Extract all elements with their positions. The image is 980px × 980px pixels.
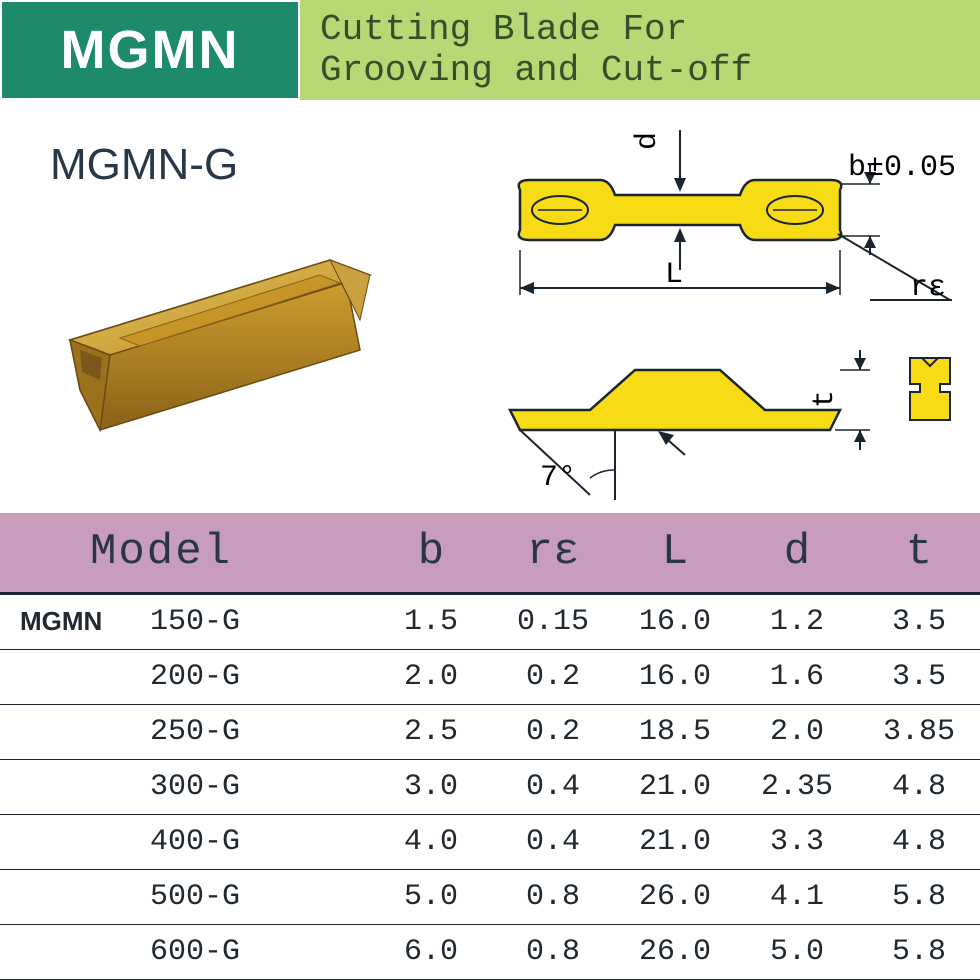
row-t: 4.8 [858, 759, 980, 814]
row-d: 4.1 [736, 869, 858, 924]
header-title: Cutting Blade For Grooving and Cut-off [300, 0, 980, 100]
header-title-line2: Grooving and Cut-off [320, 50, 980, 91]
row-prefix [0, 869, 110, 924]
row-prefix [0, 814, 110, 869]
row-d: 3.3 [736, 814, 858, 869]
diagram-area: MGMN-G [0, 100, 980, 513]
row-t: 3.5 [858, 649, 980, 704]
col-t: t [858, 513, 980, 593]
table-row: 200-G2.00.216.01.63.5 [0, 649, 980, 704]
col-b: b [370, 513, 492, 593]
row-b: 2.5 [370, 704, 492, 759]
col-d: d [736, 513, 858, 593]
angle-label: 7° [540, 461, 576, 495]
col-model: Model [0, 513, 370, 593]
row-d: 2.35 [736, 759, 858, 814]
table-row: 400-G4.00.421.03.34.8 [0, 814, 980, 869]
side-view-diagram: t 7° [440, 350, 960, 510]
row-model: 300-G [110, 759, 370, 814]
row-d: 1.2 [736, 593, 858, 649]
table-row: MGMN150-G1.50.1516.01.23.5 [0, 593, 980, 649]
row-d: 2.0 [736, 704, 858, 759]
row-model: 250-G [110, 704, 370, 759]
row-prefix [0, 759, 110, 814]
col-L: L [614, 513, 736, 593]
row-re: 0.2 [492, 704, 614, 759]
row-d: 5.0 [736, 924, 858, 979]
row-b: 3.0 [370, 759, 492, 814]
table-row: 500-G5.00.826.04.15.8 [0, 869, 980, 924]
header-badge-text: MGMN [61, 19, 240, 81]
row-b: 1.5 [370, 593, 492, 649]
header: MGMN Cutting Blade For Grooving and Cut-… [0, 0, 980, 100]
model-label: MGMN-G [50, 140, 238, 190]
row-re: 0.2 [492, 649, 614, 704]
row-model: 150-G [110, 593, 370, 649]
row-b: 2.0 [370, 649, 492, 704]
re-label: rε [910, 271, 946, 305]
insert-3d-icon [30, 220, 390, 450]
table-row: 600-G6.00.826.05.05.8 [0, 924, 980, 979]
row-prefix [0, 649, 110, 704]
row-L: 26.0 [614, 869, 736, 924]
row-L: 21.0 [614, 814, 736, 869]
row-b: 6.0 [370, 924, 492, 979]
b-label: b±0.05 [848, 151, 956, 185]
row-re: 0.4 [492, 759, 614, 814]
row-b: 5.0 [370, 869, 492, 924]
row-model: 600-G [110, 924, 370, 979]
row-model: 500-G [110, 869, 370, 924]
row-L: 16.0 [614, 593, 736, 649]
row-t: 5.8 [858, 869, 980, 924]
row-re: 0.8 [492, 869, 614, 924]
col-re: rε [492, 513, 614, 593]
spec-table-header: Model b rε L d t [0, 513, 980, 593]
row-re: 0.15 [492, 593, 614, 649]
row-L: 21.0 [614, 759, 736, 814]
row-re: 0.4 [492, 814, 614, 869]
row-model: 200-G [110, 649, 370, 704]
spec-table-body: MGMN150-G1.50.1516.01.23.5200-G2.00.216.… [0, 593, 980, 979]
row-t: 3.5 [858, 593, 980, 649]
table-row: 250-G2.50.218.52.03.85 [0, 704, 980, 759]
row-prefix [0, 924, 110, 979]
row-prefix: MGMN [0, 593, 110, 649]
row-prefix [0, 704, 110, 759]
row-d: 1.6 [736, 649, 858, 704]
header-title-line1: Cutting Blade For [320, 9, 980, 50]
row-t: 4.8 [858, 814, 980, 869]
side-view-shape [510, 370, 840, 430]
row-b: 4.0 [370, 814, 492, 869]
header-badge: MGMN [0, 0, 300, 100]
d-label: d [631, 132, 665, 150]
table-row: 300-G3.00.421.02.354.8 [0, 759, 980, 814]
spec-table: Model b rε L d t MGMN150-G1.50.1516.01.2… [0, 513, 980, 980]
row-t: 3.85 [858, 704, 980, 759]
row-L: 26.0 [614, 924, 736, 979]
top-view-diagram: d b±0.05 rε L [440, 120, 960, 340]
row-t: 5.8 [858, 924, 980, 979]
t-label: t [808, 390, 842, 408]
row-re: 0.8 [492, 924, 614, 979]
row-L: 16.0 [614, 649, 736, 704]
row-L: 18.5 [614, 704, 736, 759]
L-label: L [665, 258, 683, 292]
row-model: 400-G [110, 814, 370, 869]
